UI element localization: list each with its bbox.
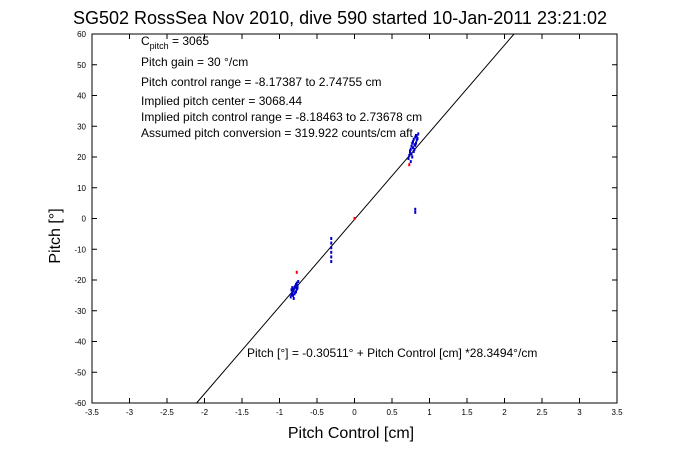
y-axis-label: Pitch [°] — [47, 208, 64, 263]
data-point — [414, 207, 417, 211]
data-point — [415, 138, 418, 142]
annotation-block: Cpitch = 3065 Pitch gain = 30 °/cm Pitch… — [141, 34, 537, 360]
data-point — [293, 292, 296, 296]
data-point — [292, 287, 295, 291]
y-tick-label: -10 — [74, 245, 86, 254]
y-tick-label: -50 — [74, 368, 86, 377]
data-point — [353, 217, 356, 220]
y-tick-label: 20 — [77, 153, 86, 162]
data-point — [296, 284, 299, 288]
x-tick-label: 3.5 — [611, 408, 623, 417]
data-point — [411, 155, 414, 159]
data-point — [292, 289, 294, 293]
y-tick-label: 40 — [77, 92, 86, 101]
annotation-conversion: Assumed pitch conversion = 319.922 count… — [141, 126, 413, 140]
y-tick-label: 0 — [82, 215, 87, 224]
chart-title: SG502 RossSea Nov 2010, dive 590 started… — [73, 8, 607, 28]
y-tick-label: 10 — [77, 184, 86, 193]
data-point — [412, 149, 415, 153]
data-point — [412, 140, 414, 144]
data-point — [330, 241, 333, 245]
x-tick-label: -2.5 — [160, 408, 174, 417]
data-point — [417, 132, 420, 136]
x-tick-label: 0.5 — [386, 408, 398, 417]
data-point — [330, 246, 333, 250]
x-tick-label: -1.5 — [235, 408, 249, 417]
data-point — [409, 160, 412, 164]
annotation-implied-center: Implied pitch center = 3068.44 — [141, 94, 302, 108]
data-point — [330, 260, 333, 264]
x-tick-label: -1 — [276, 408, 284, 417]
y-axis-ticks: -60 -50 -40 -30 -20 -10 0 10 20 30 40 50 60 — [74, 30, 617, 408]
data-point — [292, 293, 294, 297]
data-point — [291, 291, 294, 295]
y-tick-label: 30 — [77, 122, 86, 131]
annotation-control-range: Pitch control range = -8.17387 to 2.7475… — [141, 75, 382, 89]
c-pitch-value: = 3065 — [169, 34, 210, 48]
c-pitch-main: C — [141, 34, 150, 48]
data-point — [410, 152, 413, 156]
data-point — [409, 149, 411, 153]
data-point — [409, 150, 411, 154]
data-point — [294, 290, 297, 294]
y-tick-label: 50 — [77, 61, 86, 70]
y-tick-label: -30 — [74, 307, 86, 316]
annotation-pitch-gain: Pitch gain = 30 °/cm — [141, 55, 248, 69]
x-tick-label: 2 — [502, 408, 507, 417]
data-point — [409, 147, 412, 151]
data-point — [412, 137, 415, 141]
data-point — [408, 153, 411, 157]
data-point — [412, 146, 414, 150]
data-point — [407, 157, 410, 161]
data-point — [297, 280, 300, 284]
x-tick-label: -2 — [201, 408, 209, 417]
data-point — [291, 286, 294, 290]
data-point — [330, 255, 333, 259]
y-tick-label: -60 — [74, 399, 86, 408]
data-point — [416, 137, 419, 141]
x-tick-label: -3.5 — [85, 408, 99, 417]
annotation-fit-equation: Pitch [°] = -0.30511° + Pitch Control [c… — [247, 346, 537, 360]
data-point — [408, 163, 411, 167]
data-point — [295, 270, 298, 274]
data-point — [295, 287, 298, 291]
y-tick-label: -40 — [74, 338, 86, 347]
data-point — [294, 284, 297, 288]
x-tick-label: 0 — [352, 408, 357, 417]
y-tick-label: -20 — [74, 276, 86, 285]
data-point — [289, 295, 292, 299]
x-tick-label: 3 — [577, 408, 582, 417]
data-point — [292, 296, 295, 300]
data-point — [290, 293, 293, 297]
x-axis-ticks: -3.5 -3 -2.5 -2 -1.5 -1 -0.5 0 0.5 1 1.5 2 2.5 3 3.5 — [85, 34, 623, 417]
data-point — [414, 210, 417, 214]
data-point — [330, 236, 333, 240]
data-point — [413, 147, 416, 151]
c-pitch-subscript: pitch — [150, 41, 169, 51]
x-tick-label: 1 — [427, 408, 432, 417]
data-point — [415, 134, 418, 138]
data-point — [330, 250, 333, 254]
data-point — [415, 141, 417, 145]
y-tick-label: 60 — [77, 30, 86, 39]
data-point — [295, 281, 298, 285]
x-tick-label: -3 — [126, 408, 134, 417]
x-axis-label: Pitch Control [cm] — [288, 425, 414, 442]
data-point — [410, 144, 413, 148]
data-points — [289, 132, 420, 300]
x-tick-label: 2.5 — [536, 408, 548, 417]
x-tick-label: -0.5 — [310, 408, 324, 417]
data-point — [414, 135, 417, 139]
annotation-implied-range: Implied pitch control range = -8.18463 t… — [141, 110, 422, 124]
data-point — [295, 283, 297, 287]
data-point — [290, 288, 293, 292]
x-tick-label: 1.5 — [461, 408, 473, 417]
annotation-c-pitch: Cpitch = 3065 — [141, 34, 209, 51]
data-point — [411, 141, 414, 145]
data-point — [414, 143, 417, 147]
